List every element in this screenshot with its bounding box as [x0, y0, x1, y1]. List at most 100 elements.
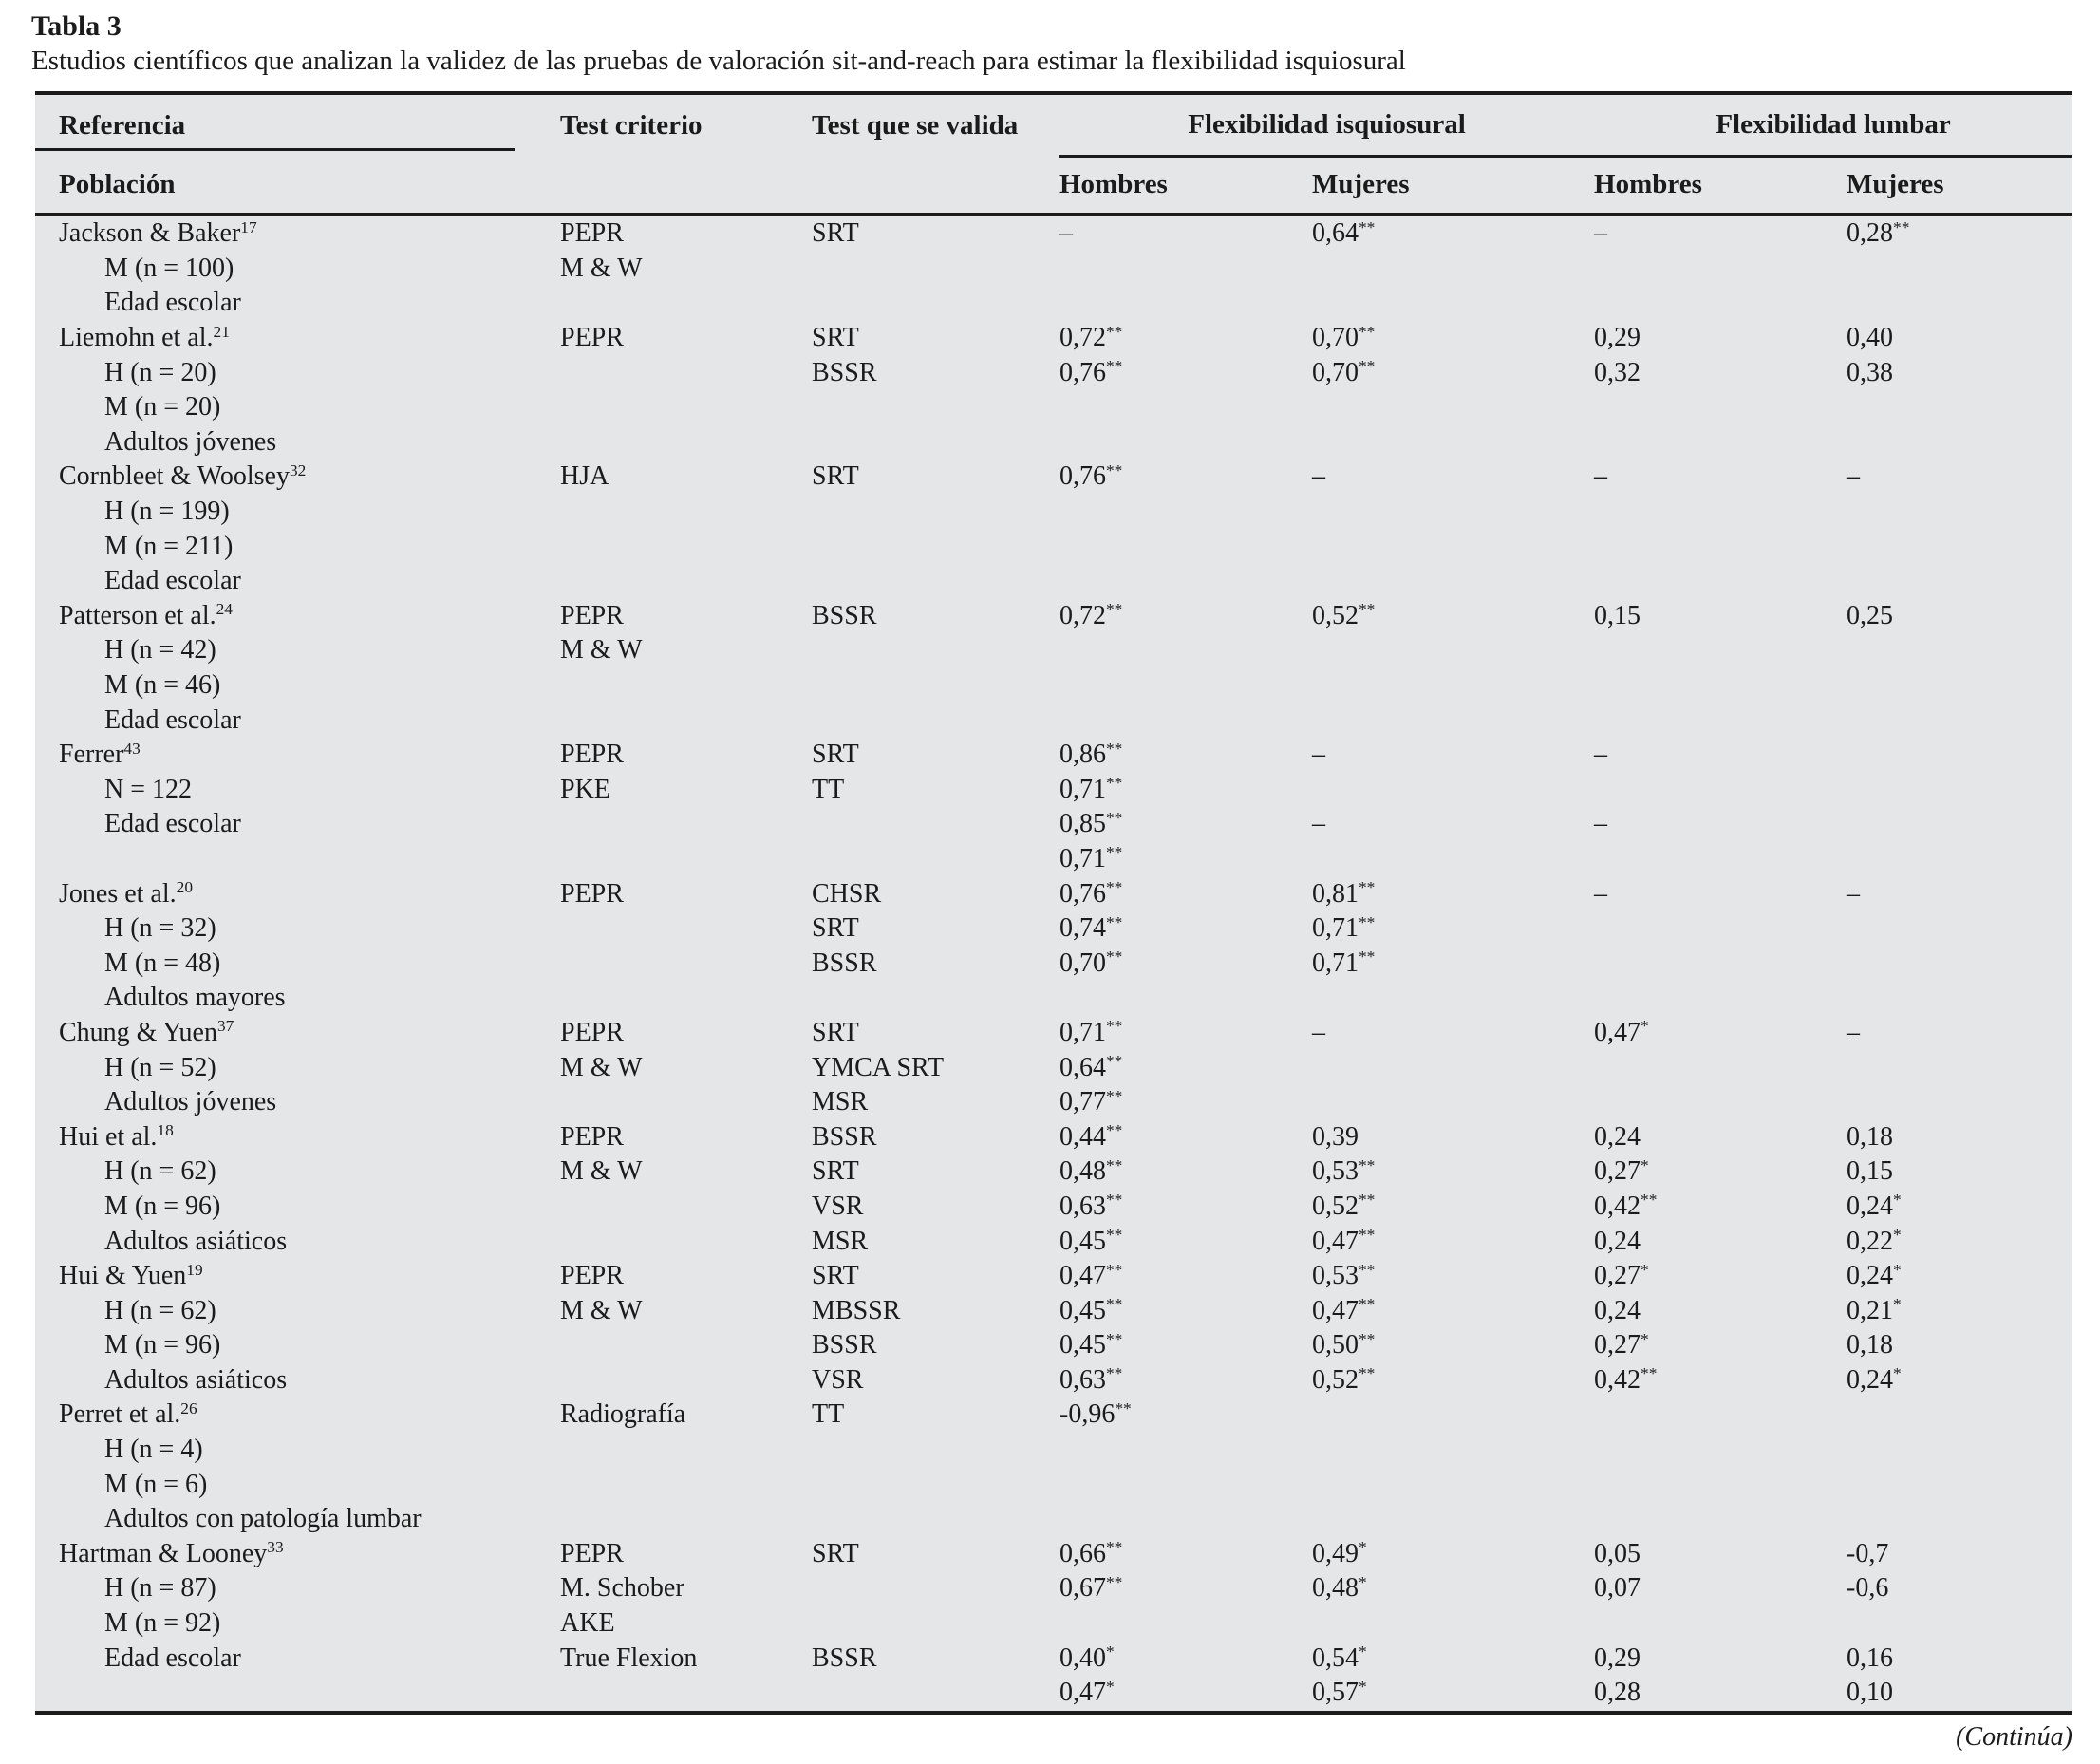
cell-test-valida	[812, 1571, 1059, 1606]
cell-referencia: H (n = 62)	[104, 1156, 216, 1187]
cell-flexibilidad-isquiosural-mujeres: 0,47**	[1312, 1295, 1376, 1325]
cell-flexibilidad-isquiosural-hombres: 0,71**	[1059, 843, 1123, 873]
reference-number: 26	[180, 1398, 197, 1417]
cell-referencia: Edad escolar	[104, 566, 241, 596]
cell-referencia: Adultos asiáticos	[104, 1226, 288, 1256]
cell-test-valida: MSR	[812, 1226, 869, 1256]
table-row: Edad escolar	[35, 286, 2072, 321]
table-row: Edad escolar 0,85** – –	[35, 807, 2072, 842]
significance-asterisks: **	[1106, 948, 1123, 966]
table-row: M (n = 48) BSSR 0,70** 0,71**	[35, 946, 2072, 981]
significance-asterisks: *	[1106, 1642, 1115, 1661]
cell-flexibilidad-lumbar-hombres: –	[1594, 461, 1608, 492]
cell-flexibilidad-isquiosural-mujeres: 0,81**	[1312, 878, 1376, 909]
continua-note: (Continúa)	[1956, 1722, 2072, 1752]
cell-flexibilidad-lumbar-mujeres	[1847, 738, 2072, 773]
cell-test-valida: SRT	[812, 913, 859, 944]
cell-flexibilidad-lumbar-mujeres: 0,16	[1847, 1642, 1894, 1673]
cell-flexibilidad-isquiosural-mujeres: 0,48*	[1312, 1572, 1367, 1604]
cell-flexibilidad-isquiosural-hombres: 0,45**	[1059, 1295, 1123, 1325]
significance-asterisks: **	[1359, 878, 1376, 897]
cell-test-valida: SRT	[812, 1156, 859, 1187]
cell-flexibilidad-lumbar-hombres: 0,24	[1594, 1226, 1641, 1256]
significance-asterisks: *	[1641, 1017, 1649, 1036]
table-row: M (n = 96) VSR 0,63** 0,52** 0,42** 0,24*	[35, 1190, 2072, 1225]
cell-flexibilidad-isquiosural-mujeres: –	[1312, 740, 1325, 770]
table-row: H (n = 20) BSSR 0,76** 0,70** 0,32 0,38	[35, 355, 2072, 390]
significance-asterisks: **	[1106, 322, 1123, 341]
cell-referencia: Ferrer43	[59, 739, 141, 770]
cell-flexibilidad-lumbar-mujeres	[1847, 1050, 2072, 1085]
cell-flexibilidad-isquiosural-hombres: 0,64**	[1059, 1052, 1123, 1082]
cell-flexibilidad-lumbar-hombres	[1594, 946, 1847, 981]
significance-asterisks: **	[1106, 1572, 1123, 1591]
cell-flexibilidad-isquiosural-mujeres	[1312, 1050, 1594, 1085]
cell-test-criterio	[560, 668, 812, 704]
cell-flexibilidad-lumbar-mujeres: –	[1847, 1017, 1861, 1047]
table-row: H (n = 4)	[35, 1433, 2072, 1468]
cell-flexibilidad-lumbar-hombres: 0,42**	[1594, 1191, 1658, 1221]
cell-flexibilidad-isquiosural-mujeres	[1312, 668, 1594, 704]
cell-flexibilidad-isquiosural-hombres: 0,67**	[1059, 1572, 1123, 1604]
table-row: Patterson et al.24 PEPR BSSR 0,72** 0,52** 0,…	[35, 599, 2072, 634]
cell-flexibilidad-lumbar-hombres	[1594, 1433, 1847, 1468]
significance-asterisks: **	[1359, 912, 1376, 931]
cell-test-valida	[812, 529, 1059, 564]
col-header-test-valida: Test que se valida	[812, 109, 1019, 141]
table-row: Edad escolar	[35, 703, 2072, 738]
table-row: Edad escolar True Flexion BSSR 0,40* 0,54* 0,…	[35, 1641, 2072, 1676]
cell-test-criterio	[560, 529, 812, 564]
cell-flexibilidad-isquiosural-mujeres	[1312, 1398, 1594, 1433]
cell-flexibilidad-lumbar-hombres: 0,29	[1594, 1642, 1641, 1673]
cell-flexibilidad-isquiosural-hombres: 0,76**	[1059, 357, 1123, 387]
reference-number: 21	[213, 322, 230, 341]
table-row: H (n = 199)	[35, 495, 2072, 530]
significance-asterisks: **	[1106, 1538, 1123, 1557]
cell-flexibilidad-lumbar-mujeres: 0,22*	[1847, 1225, 1902, 1256]
cell-referencia: Perret et al.26	[59, 1398, 197, 1430]
cell-test-criterio	[560, 981, 812, 1016]
cell-flexibilidad-isquiosural-mujeres	[1312, 1502, 1594, 1537]
table-row: H (n = 42) M & W	[35, 633, 2072, 668]
cell-test-criterio: True Flexion	[560, 1642, 698, 1673]
cell-flexibilidad-isquiosural-hombres	[1059, 668, 1312, 704]
table-row: Adultos jóvenes	[35, 425, 2072, 460]
significance-asterisks: **	[1106, 1191, 1123, 1210]
table-row: Jackson & Baker17 PEPR SRT – 0,64** – 0,28**	[35, 215, 2072, 252]
col-header-mujeres-isquiosural: Mujeres	[1312, 156, 1595, 216]
cell-referencia: N = 122	[104, 774, 193, 804]
reference-number: 24	[216, 600, 233, 619]
cell-test-valida: BSSR	[812, 948, 877, 978]
significance-asterisks: **	[1106, 774, 1123, 793]
cell-flexibilidad-lumbar-hombres: 0,07	[1594, 1573, 1641, 1604]
cell-flexibilidad-lumbar-mujeres	[1847, 1433, 2072, 1468]
table-3: Referencia Test criterio Test que se val…	[35, 91, 2073, 1715]
cell-flexibilidad-lumbar-hombres	[1594, 564, 1847, 599]
cell-flexibilidad-lumbar-hombres: 0,47*	[1594, 1017, 1649, 1047]
table-row: Hartman & Looney33 PEPR SRT 0,66** 0,49* 0,05…	[35, 1537, 2072, 1572]
cell-test-criterio	[560, 355, 812, 390]
cell-flexibilidad-lumbar-mujeres: 0,38	[1847, 357, 1894, 387]
cell-flexibilidad-isquiosural-mujeres	[1312, 773, 1594, 808]
cell-flexibilidad-isquiosural-hombres	[1059, 390, 1312, 425]
cell-flexibilidad-isquiosural-mujeres	[1312, 981, 1594, 1016]
cell-flexibilidad-lumbar-mujeres: 0,25	[1847, 600, 1894, 630]
cell-flexibilidad-isquiosural-mujeres	[1312, 252, 1594, 287]
cell-test-valida: BSSR	[812, 600, 877, 630]
cell-flexibilidad-isquiosural-hombres: 0,63**	[1059, 1364, 1123, 1395]
group-header-flexibilidad-lumbar: Flexibilidad lumbar	[1594, 93, 2073, 158]
cell-flexibilidad-lumbar-hombres	[1594, 529, 1847, 564]
cell-referencia: M (n = 96)	[104, 1330, 221, 1361]
cell-flexibilidad-isquiosural-hombres	[1059, 425, 1312, 460]
cell-flexibilidad-isquiosural-mujeres	[1312, 633, 1594, 668]
cell-referencia: H (n = 4)	[104, 1435, 203, 1465]
cell-referencia: Edad escolar	[104, 704, 241, 735]
reference-number: 20	[176, 878, 193, 897]
cell-flexibilidad-lumbar-mujeres: 0,40	[1847, 323, 1894, 353]
cell-flexibilidad-lumbar-mujeres	[1847, 842, 2072, 877]
cell-flexibilidad-isquiosural-mujeres: 0,70**	[1312, 357, 1376, 387]
cell-test-valida: YMCA SRT	[812, 1052, 945, 1082]
cell-referencia: Adultos asiáticos	[104, 1364, 288, 1395]
cell-flexibilidad-lumbar-hombres	[1594, 1467, 1847, 1502]
